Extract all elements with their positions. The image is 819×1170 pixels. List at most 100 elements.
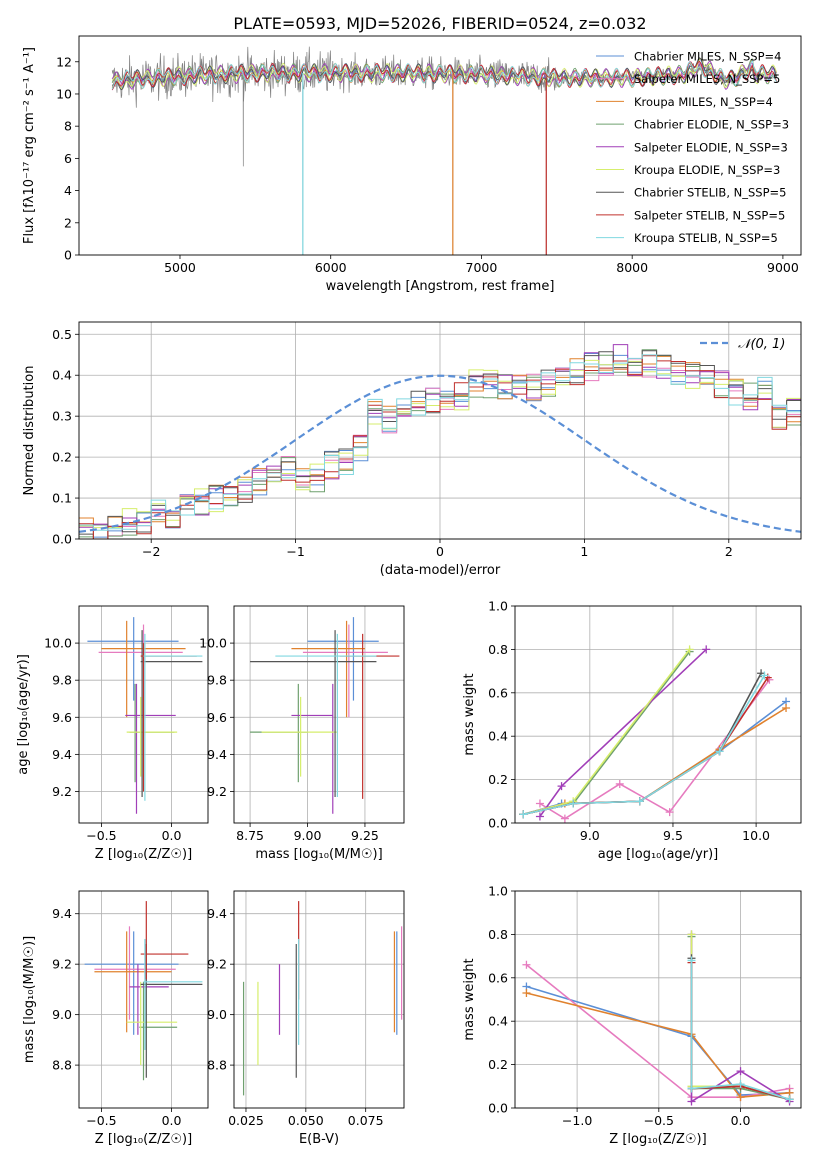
y-tick-label: 1.0: [488, 599, 508, 614]
x-axis-label: E(B-V): [299, 1132, 339, 1147]
y-tick-label: 0.8: [488, 642, 508, 657]
figure-title: PLATE=0593, MJD=52026, FIBERID=0524, z=0…: [233, 14, 646, 33]
mass-weight-marker: [687, 1084, 696, 1093]
x-tick-label: 9.0: [580, 828, 600, 843]
observed-spectrum-line: [111, 46, 777, 255]
x-axis-label: age [log₁₀(age/yr)]: [598, 847, 719, 862]
age-vs-mass-panel: 8.75 9.00 9.25 9.2 9.4 9.6 9.8 10.0 mass [log₁₀(…: [199, 605, 405, 862]
age-vs-Z-plot: [87, 617, 203, 814]
x-axis-label: Z [log₁₀(Z/Z☉)]: [95, 1132, 192, 1147]
legend-entry-label: Salpeter ELODIE, N_SSP=3: [634, 140, 788, 154]
y-tick-label: 9.6: [52, 710, 72, 725]
x-axis-label: Z [log₁₀(Z/Z☉)]: [609, 1132, 706, 1147]
x-tick-label: 2: [725, 544, 733, 559]
residual-histogram-step: [79, 350, 801, 539]
x-tick-label: 0.075: [348, 1113, 384, 1128]
x-axis-label: mass [log₁₀(M/M☉)]: [255, 847, 382, 862]
mass-weight-line: [523, 707, 787, 816]
y-tick-label: 0.8: [488, 927, 508, 942]
residual-histogram-step: [79, 358, 801, 539]
mass-weight-marker: [687, 1097, 696, 1106]
y-axis-label: mass weight: [462, 958, 477, 1040]
legend-entry-label: Kroupa STELIB, N_SSP=5: [634, 231, 778, 245]
mass-weight-marker: [557, 782, 566, 791]
mass-weight-marker: [736, 1067, 745, 1076]
y-tick-label: 0.2: [488, 772, 508, 787]
x-tick-label: 9000: [767, 260, 799, 275]
mass-weight-marker: [736, 1080, 745, 1089]
x-tick-label: −0.5: [86, 828, 116, 843]
y-tick-label: 9.0: [52, 1007, 72, 1022]
spectrum-panel: 5000 6000 7000 8000 9000 0 2 4 6 8 10 12 wavelength …: [22, 35, 802, 294]
mass-weight-marker: [687, 956, 696, 965]
x-tick-label: 0.0: [162, 1113, 182, 1128]
residuals-panel: −2 −1 0 1 2 0.0 0.1 0.2 0.3 0.4 0.5 (data-model)/er…: [22, 321, 802, 578]
weight-vs-Z-plot: [522, 930, 794, 1106]
x-tick-label: 10.0: [742, 828, 770, 843]
legend-entry-label: Salpeter MILES, N_SSP=5: [634, 72, 780, 86]
mass-weight-marker: [687, 930, 696, 939]
axes-frame: [78, 605, 209, 824]
mass-weight-line: [523, 677, 769, 816]
weight-vs-age-panel: 9.0 9.5 10.0 0.0 0.2 0.4 0.6 0.8 1.0 age [log₁₀(a…: [462, 599, 802, 862]
mass-vs-EBV-plot: [242, 901, 403, 1096]
mass-weight-marker: [665, 808, 674, 817]
mass-weight-marker: [519, 810, 528, 819]
x-tick-label: −0.5: [86, 1113, 116, 1128]
model-spectrum-line: [111, 59, 778, 90]
mass-weight-marker: [760, 671, 769, 680]
mass-weight-marker: [736, 1093, 745, 1102]
mass-weight-marker: [522, 960, 531, 969]
x-tick-label: 0.050: [288, 1113, 324, 1128]
residual-histogram-step: [79, 344, 801, 528]
x-tick-label: 7000: [466, 260, 498, 275]
residual-histogram-step: [79, 355, 801, 539]
y-tick-label: 9.8: [52, 673, 72, 688]
x-tick-label: 0.0: [731, 1113, 751, 1128]
mass-weight-marker: [635, 797, 644, 806]
x-tick-label: 0.025: [228, 1113, 264, 1128]
y-tick-label: 0.4: [488, 1014, 508, 1029]
axes-frame: [78, 890, 209, 1109]
y-tick-label: 9.2: [52, 957, 72, 972]
y-tick-label: 4: [64, 183, 72, 198]
x-tick-label: 0: [436, 544, 444, 559]
y-axis-label: Flux [fλ10⁻¹⁷ erg cm⁻² s⁻¹ A⁻¹]: [22, 47, 37, 244]
legend-entry-label: 𝒩(0, 1): [738, 337, 785, 352]
y-tick-label: 0.6: [488, 685, 508, 700]
mass-weight-marker: [535, 799, 544, 808]
x-axis-label: wavelength [Angstrom, rest frame]: [326, 279, 555, 294]
mass-weight-line: [523, 648, 691, 816]
mass-vs-EBV-panel: 0.025 0.050 0.075 8.8 9.0 9.2 9.4 E(B-V): [207, 890, 405, 1147]
legend-entry-label: Kroupa MILES, N_SSP=4: [634, 95, 773, 109]
axes-frame: [233, 605, 405, 824]
x-tick-label: −1: [286, 544, 304, 559]
x-tick-label: −1.0: [562, 1113, 592, 1128]
mass-weight-line: [523, 672, 762, 816]
x-tick-label: 8.75: [236, 828, 264, 843]
y-tick-label: 6: [64, 151, 72, 166]
y-tick-label: 0: [64, 248, 72, 263]
axes-frame: [233, 890, 405, 1109]
x-axis-label: Z [log₁₀(Z/Z☉)]: [95, 847, 192, 862]
legend-entry-label: Chabrier MILES, N_SSP=4: [634, 50, 781, 64]
mass-weight-line: [523, 700, 787, 816]
y-tick-label: 0.4: [52, 368, 72, 383]
legend-entry-label: Salpeter STELIB, N_SSP=5: [634, 208, 785, 222]
mass-weight-marker: [702, 645, 711, 654]
y-tick-label: 9.4: [207, 906, 227, 921]
spectrum-plot: [111, 46, 778, 255]
mass-weight-line: [690, 960, 790, 1101]
y-tick-label: 9.8: [207, 673, 227, 688]
axes-frame: [514, 890, 802, 1109]
y-tick-label: 9.4: [52, 906, 72, 921]
mass-weight-marker: [615, 779, 624, 788]
x-tick-label: 5000: [164, 260, 196, 275]
y-tick-label: 0.5: [52, 327, 72, 342]
mass-weight-marker: [685, 645, 694, 654]
x-tick-label: −0.5: [644, 1113, 674, 1128]
residual-histogram-step: [79, 359, 801, 529]
legend-entry-label: Kroupa ELODIE, N_SSP=3: [634, 163, 780, 177]
y-axis-label: Normed distribution: [22, 366, 37, 496]
